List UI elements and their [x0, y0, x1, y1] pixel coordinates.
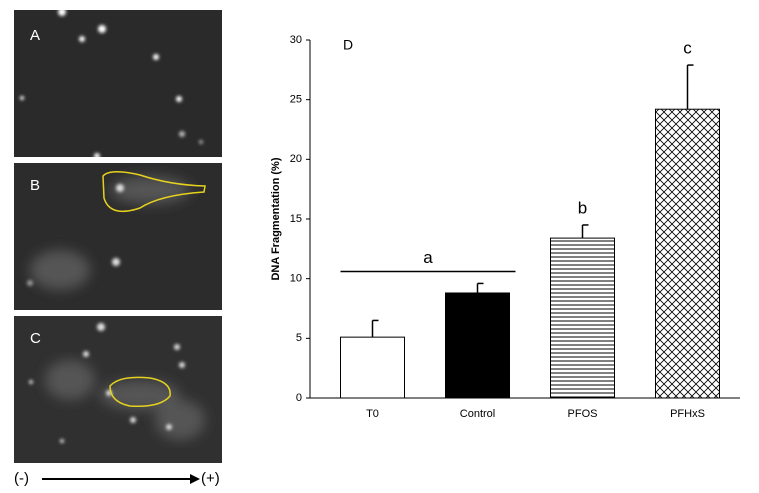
micrograph-c	[14, 316, 222, 463]
micrograph-b	[14, 163, 222, 310]
x-tick-label: Control	[460, 408, 495, 420]
y-tick-label: 15	[290, 213, 302, 225]
panel-label: A	[30, 27, 40, 44]
bar	[550, 237, 615, 399]
y-tick-label: 20	[290, 153, 302, 165]
group-letter: c	[683, 39, 692, 58]
x-tick-label: PFOS	[568, 408, 598, 420]
micrograph-a	[14, 8, 222, 159]
y-tick-label: 30	[290, 34, 302, 46]
bar	[655, 108, 720, 399]
axis-end-label: (+)	[201, 470, 220, 487]
y-tick-label: 10	[290, 273, 302, 285]
panel-label: C	[30, 330, 41, 347]
bar	[340, 336, 405, 399]
panel-label: B	[30, 177, 40, 194]
bar	[445, 292, 510, 399]
group-letter: a	[423, 248, 433, 267]
axis-end-label: (-)	[14, 470, 29, 487]
y-axis-label: DNA Fragmentation (%)	[270, 157, 282, 280]
y-tick-label: 0	[296, 392, 302, 404]
group-letter: b	[578, 198, 587, 217]
x-tick-label: T0	[366, 408, 379, 420]
panel-label: D	[343, 37, 353, 53]
arrow-head	[190, 474, 200, 484]
y-tick-label: 5	[296, 332, 302, 344]
x-tick-label: PFHxS	[670, 408, 705, 420]
y-tick-label: 25	[290, 94, 302, 106]
